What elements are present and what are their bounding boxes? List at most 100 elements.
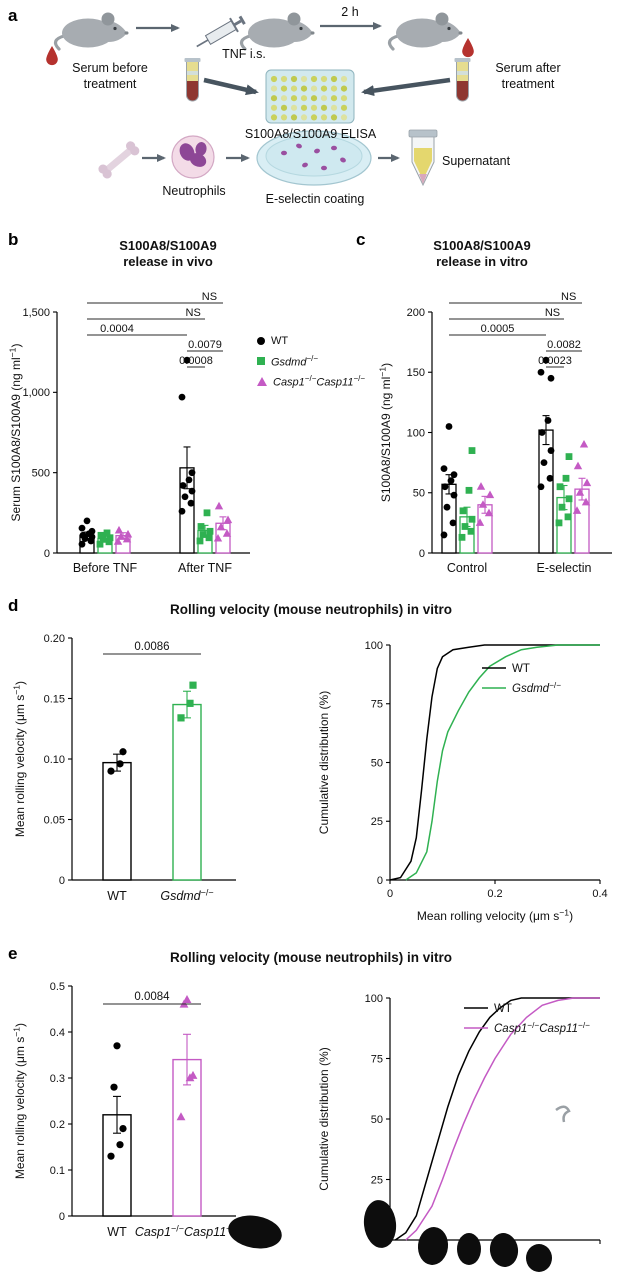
axes: 0 500 1,000 1,500 Serum S100A8/S100A9 (ng ml…	[8, 307, 250, 560]
svg-text:Mean rolling velocity (μm s−1): Mean rolling velocity (μm s−1)	[12, 681, 27, 837]
svg-text:500: 500	[32, 467, 50, 479]
panel-a-diagram	[46, 10, 474, 187]
panel-label-c: c	[356, 230, 366, 249]
panel-label-d: d	[8, 596, 19, 615]
svg-text:0: 0	[59, 875, 65, 887]
gsdmd-square-marker	[257, 357, 265, 365]
svg-text:1,500: 1,500	[22, 307, 50, 319]
genotype-legend: WT Gsdmd−/− Casp1−/−Casp11−/−	[257, 331, 365, 391]
svg-text:0.2: 0.2	[50, 1119, 65, 1131]
arrow	[203, 77, 259, 96]
svg-text:0: 0	[44, 548, 50, 560]
chart-legend: WT Gsdmd−/−	[482, 663, 561, 695]
serum-after-label: Serum after treatment	[495, 61, 561, 92]
svg-text:150: 150	[407, 367, 425, 379]
ink-marks-overlay	[228, 1105, 571, 1272]
e-selectin-label: E-selectin coating	[265, 192, 365, 206]
bone-icon	[97, 139, 142, 180]
svg-text:Casp1−/−Casp11−/−: Casp1−/−Casp11−/−	[494, 1021, 590, 1035]
chart-legend: WT Casp1−/−Casp11−/−	[464, 1003, 590, 1035]
svg-text:0.4: 0.4	[50, 1027, 65, 1039]
svg-text:0.0005: 0.0005	[481, 323, 515, 335]
bars	[102, 703, 202, 881]
casp-triangle-marker	[257, 376, 267, 386]
redaction-blob	[228, 1215, 282, 1249]
two-hours-label: 2 h	[341, 5, 359, 19]
svg-text:25: 25	[371, 1174, 383, 1186]
svg-text:WT: WT	[107, 1225, 127, 1239]
svg-text:Mean rolling velocity (μm s−1): Mean rolling velocity (μm s−1)	[417, 908, 573, 923]
small-ink-mark	[555, 1105, 571, 1123]
panel-d-title: Rolling velocity (mouse neutrophils) in …	[169, 602, 453, 617]
arrow	[361, 77, 451, 97]
svg-text:0.20: 0.20	[44, 633, 65, 645]
svg-text:0.0004: 0.0004	[100, 323, 134, 335]
svg-text:0.05: 0.05	[44, 814, 65, 826]
axes: 0 0.05 0.10 0.15 0.20 Mean rolling velocity (…	[12, 633, 236, 887]
svg-text:NS: NS	[202, 291, 217, 303]
data-points	[107, 995, 198, 1160]
e-selectin-dish-icon	[256, 130, 372, 186]
axes: 0 0.1 0.2 0.3 0.4 0.5 Mean rolling velocity (μ…	[12, 981, 236, 1223]
svg-text:0: 0	[59, 1211, 65, 1223]
svg-text:0.0086: 0.0086	[134, 641, 169, 653]
legend-wt-label: WT	[271, 335, 289, 347]
svg-text:75: 75	[371, 699, 383, 711]
panel-e-title: Rolling velocity (mouse neutrophils) in …	[169, 950, 453, 965]
significance-bracket: 0.0084	[103, 991, 201, 1005]
svg-text:0.0023: 0.0023	[538, 355, 572, 367]
svg-text:0.2: 0.2	[487, 888, 502, 900]
syringe-icon	[196, 15, 246, 48]
x-axis-labels: WT Gsdmd−/−	[107, 888, 213, 904]
svg-text:0.0079: 0.0079	[188, 339, 222, 351]
svg-text:50: 50	[413, 488, 425, 500]
supernatant-tube-icon	[408, 129, 438, 187]
panel-label-b: b	[8, 230, 19, 249]
svg-text:0.10: 0.10	[44, 754, 65, 766]
legend-gsdmd-label: Gsdmd−/−	[271, 353, 319, 369]
svg-text:Gsdmd−/−: Gsdmd−/−	[512, 681, 561, 695]
curves	[389, 644, 600, 881]
redaction-blob	[526, 1244, 552, 1272]
svg-text:50: 50	[371, 1114, 383, 1126]
axes: 0 50 100 150 200 S100A8/S100A9 (ng ml−1)	[378, 307, 612, 560]
elisa-label: S100A8/S100A9 ELISA	[244, 127, 377, 141]
svg-text:S100A8/S100A9: S100A8/S100A9	[119, 238, 217, 253]
svg-text:WT: WT	[107, 889, 127, 903]
error-bars	[83, 446, 227, 542]
svg-text:WT: WT	[512, 663, 530, 675]
svg-text:NS: NS	[186, 307, 201, 319]
svg-text:0.0084: 0.0084	[134, 991, 170, 1003]
svg-text:Before TNF: Before TNF	[73, 561, 138, 575]
data-points	[107, 681, 197, 775]
chart-rolling-velocity-gsdmd-bar: 0 0.05 0.10 0.15 0.20 Mean rolling velocity (…	[12, 633, 236, 904]
x-axis-labels: Before TNF After TNF	[73, 561, 233, 575]
svg-text:Gsdmd−/−: Gsdmd−/−	[160, 888, 213, 904]
redaction-blob	[489, 1233, 519, 1267]
panel-label-a: a	[8, 6, 18, 25]
blood-drop-icon	[462, 38, 474, 58]
svg-text:WT: WT	[494, 1003, 512, 1015]
tnf-label: TNF i.s.	[222, 47, 266, 61]
svg-text:Control: Control	[447, 561, 487, 575]
svg-text:100: 100	[407, 427, 425, 439]
redaction-blob	[363, 1200, 397, 1248]
significance-bracket: 0.0086	[103, 641, 201, 655]
serum-before-label: Serum before treatment	[72, 61, 148, 92]
svg-text:Cumulative distribution (%): Cumulative distribution (%)	[317, 1047, 331, 1190]
wt-circle-marker	[257, 337, 265, 345]
data-points	[440, 356, 592, 541]
legend-item-casp: Casp1−/−Casp11−/−	[257, 371, 365, 391]
redaction-blob	[417, 1227, 449, 1265]
axes: 0 25 50 75 100 0 0.2 0.4 Mean rolling velocity (…	[317, 640, 608, 923]
svg-text:After TNF: After TNF	[178, 561, 232, 575]
svg-text:200: 200	[407, 307, 425, 319]
svg-text:NS: NS	[561, 291, 576, 303]
svg-text:0.3: 0.3	[50, 1073, 65, 1085]
data-points	[78, 356, 233, 548]
